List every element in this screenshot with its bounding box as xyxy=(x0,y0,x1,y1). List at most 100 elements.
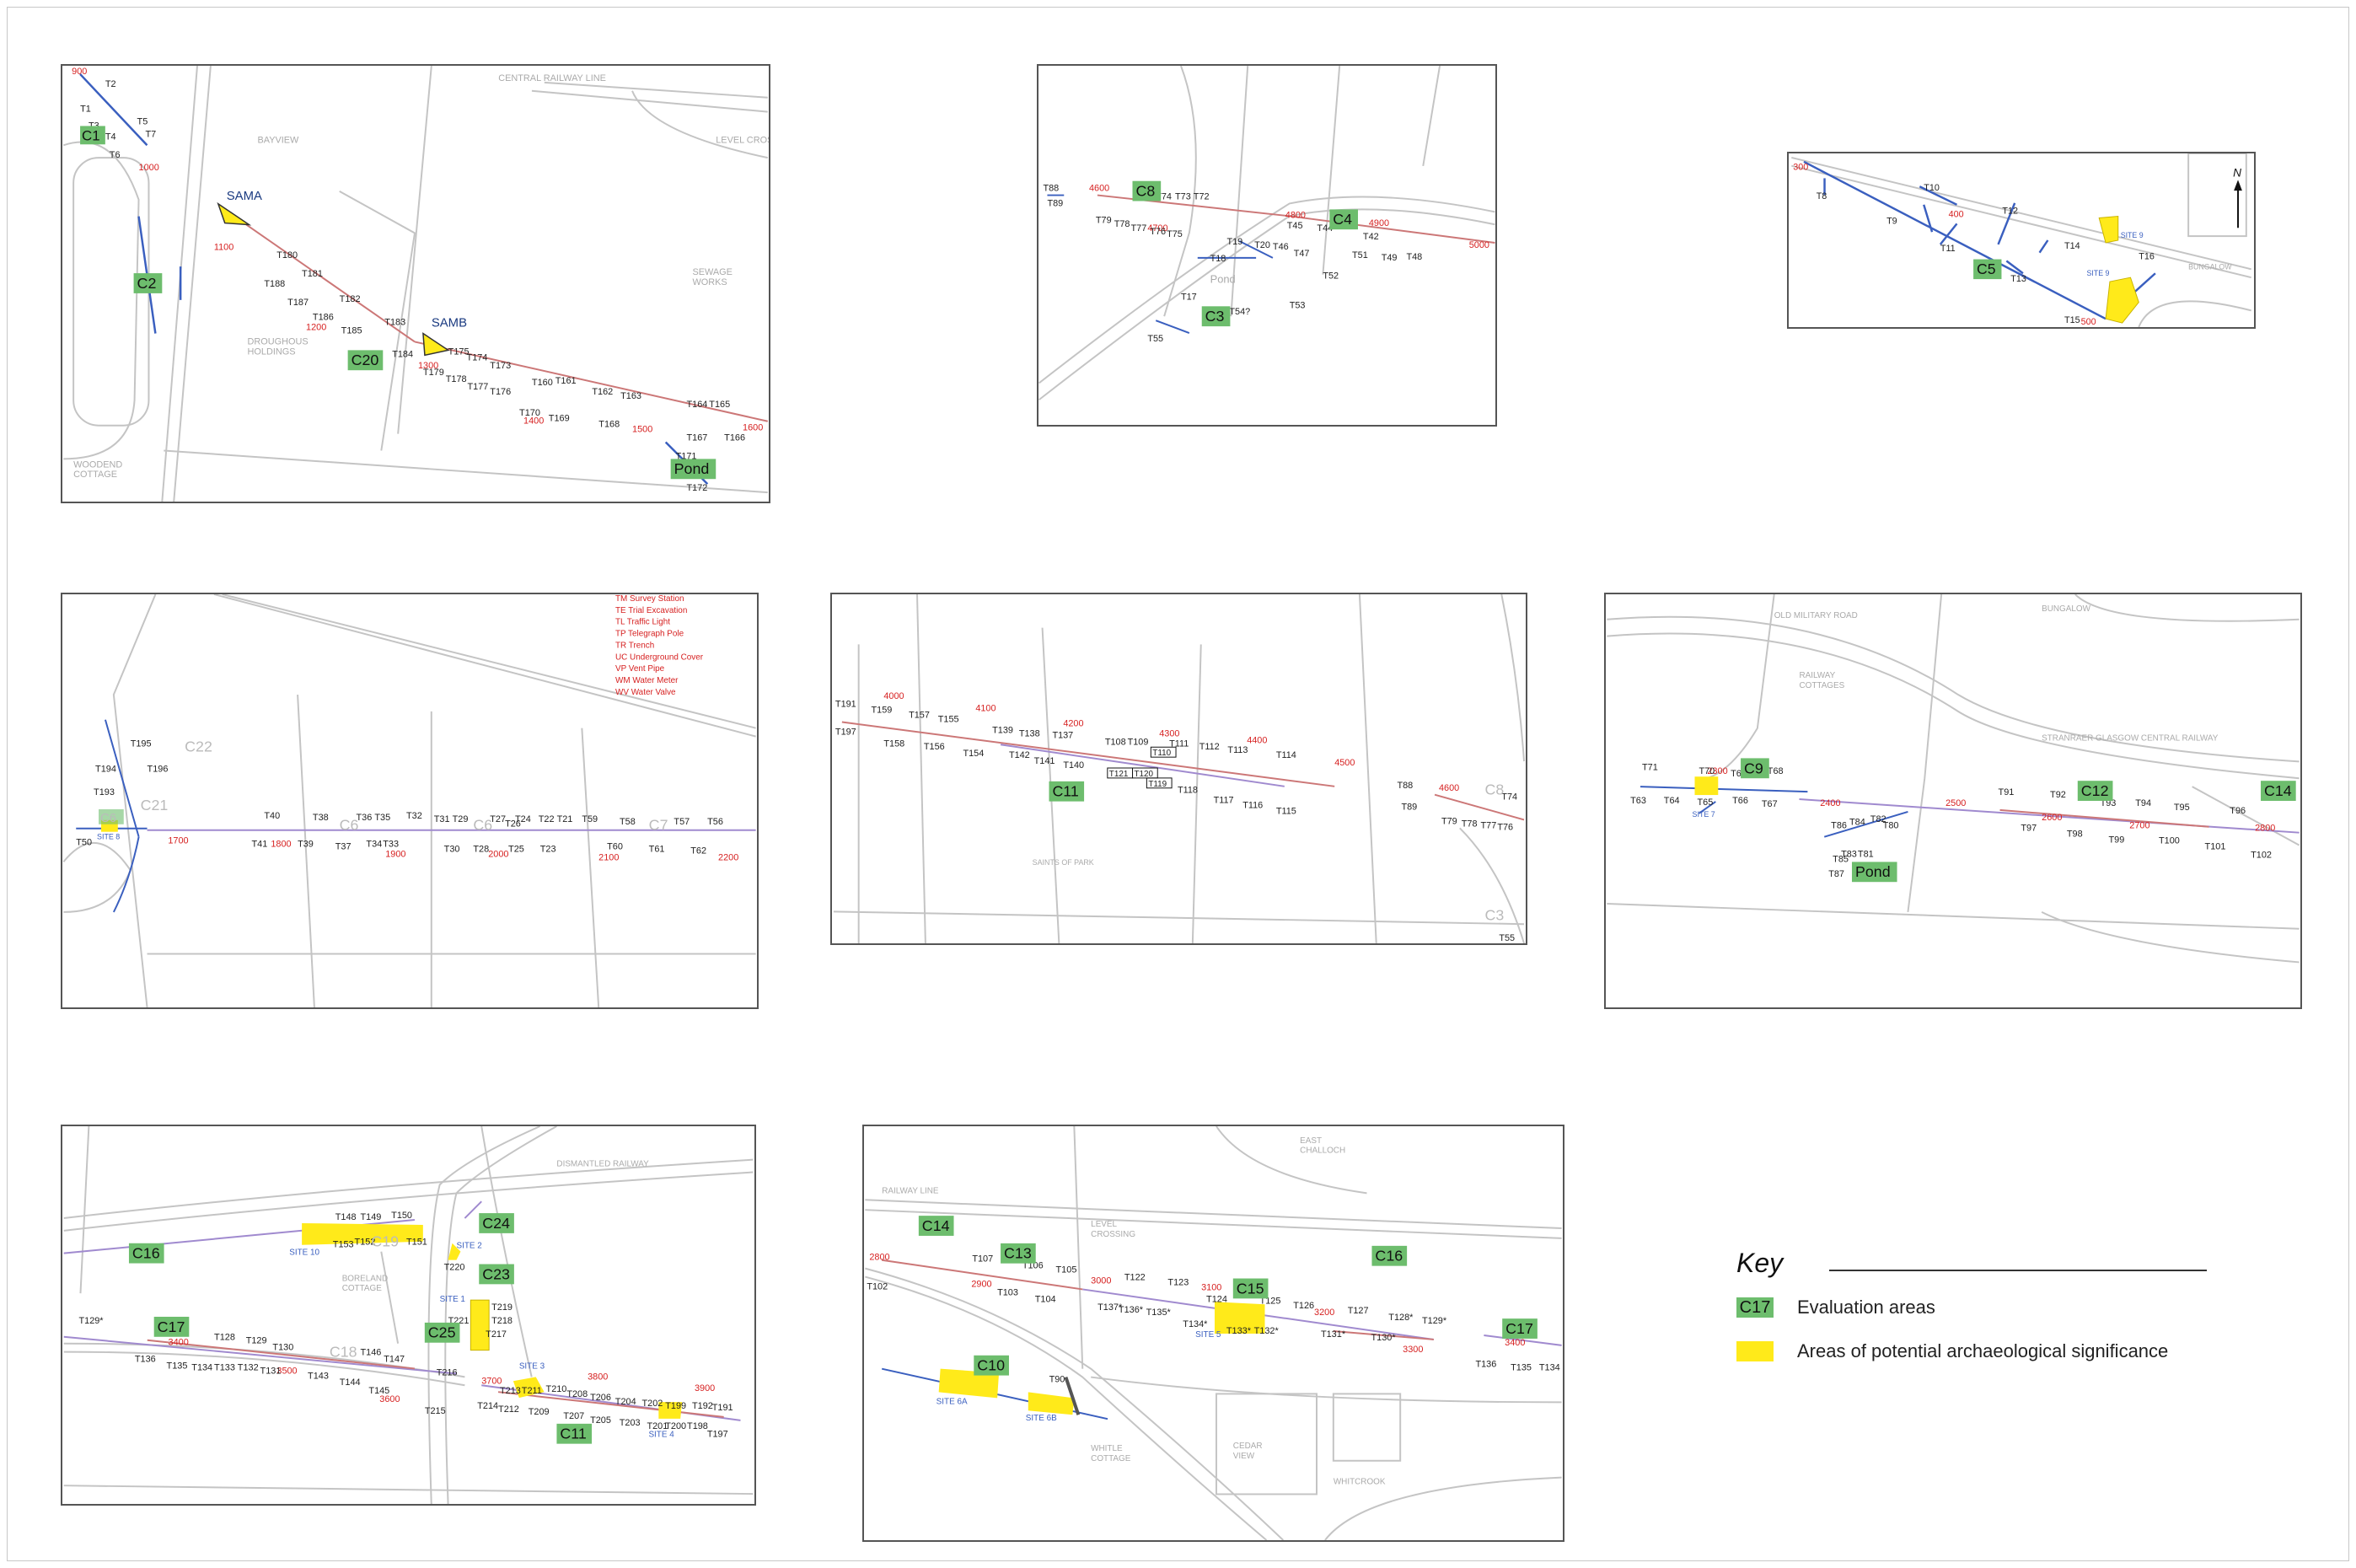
svg-text:T44: T44 xyxy=(1317,223,1333,234)
svg-text:T132*: T132* xyxy=(1254,1326,1280,1336)
svg-text:T2: T2 xyxy=(105,79,116,89)
svg-text:T217: T217 xyxy=(486,1329,507,1340)
svg-text:CHALLOCH: CHALLOCH xyxy=(1300,1146,1345,1156)
svg-text:T12: T12 xyxy=(2002,207,2018,217)
svg-text:T178: T178 xyxy=(446,374,467,384)
svg-text:T177: T177 xyxy=(468,382,489,392)
svg-text:T26: T26 xyxy=(505,819,521,830)
svg-text:T134: T134 xyxy=(1539,1363,1560,1373)
map-panel[interactable]: 4000 4100 4200 4300 4400 4500 4600 T191 T197 T15… xyxy=(830,593,1527,945)
svg-text:900: 900 xyxy=(72,67,87,77)
map-panel[interactable]: 3400 3500 3600 3700 3800 3900 T129* T136 T135 T1… xyxy=(61,1125,756,1506)
svg-text:3600: 3600 xyxy=(379,1394,400,1404)
svg-text:T220: T220 xyxy=(444,1262,465,1272)
svg-text:T184: T184 xyxy=(392,349,413,359)
evaluation-area-labels: C16 C17 C24 C23 C25 C11 xyxy=(128,1213,593,1444)
svg-text:RAILWAY LINE: RAILWAY LINE xyxy=(882,1186,939,1195)
svg-text:1700: 1700 xyxy=(168,836,188,846)
svg-text:C5: C5 xyxy=(1977,260,1996,277)
svg-text:T82: T82 xyxy=(1870,814,1886,824)
svg-text:T154: T154 xyxy=(963,749,984,759)
svg-text:T150: T150 xyxy=(391,1211,412,1221)
legend-item-archaeology: Areas of potential archaeological signif… xyxy=(1736,1339,2168,1364)
svg-text:T173: T173 xyxy=(490,361,511,371)
svg-text:T85: T85 xyxy=(1833,854,1849,864)
svg-text:T208: T208 xyxy=(566,1389,588,1399)
svg-text:T138: T138 xyxy=(1019,728,1040,738)
svg-text:T37: T37 xyxy=(335,842,352,852)
svg-text:T219: T219 xyxy=(491,1302,513,1313)
svg-text:T19: T19 xyxy=(1226,237,1242,247)
svg-text:T56: T56 xyxy=(707,817,723,827)
svg-text:5000: 5000 xyxy=(1469,240,1489,250)
north-arrow: N xyxy=(2233,166,2242,228)
map-panel[interactable]: 2800 2900 3000 3100 3200 3300 3400 T102 T107 T10… xyxy=(862,1125,1564,1542)
svg-text:2800: 2800 xyxy=(2255,824,2275,834)
svg-text:T96: T96 xyxy=(2230,806,2246,816)
sama-site[interactable] xyxy=(217,201,252,226)
svg-text:T209: T209 xyxy=(529,1407,550,1417)
svg-text:T34: T34 xyxy=(366,840,382,850)
svg-text:T142: T142 xyxy=(1009,750,1030,760)
svg-text:T30: T30 xyxy=(444,845,460,855)
svg-text:4600: 4600 xyxy=(1089,184,1109,194)
svg-text:1900: 1900 xyxy=(385,849,405,859)
svg-text:T191: T191 xyxy=(835,700,856,710)
svg-text:T185: T185 xyxy=(341,326,362,336)
svg-text:C21: C21 xyxy=(141,797,169,814)
svg-text:T20: T20 xyxy=(1254,240,1270,250)
svg-text:T114: T114 xyxy=(1276,750,1296,760)
svg-text:T55: T55 xyxy=(1499,933,1515,943)
svg-text:T27: T27 xyxy=(490,814,506,824)
svg-text:SITE 9: SITE 9 xyxy=(2086,269,2109,277)
map-svg: 2800 2900 3000 3100 3200 3300 3400 T102 T107 T10… xyxy=(865,1126,1562,1540)
svg-text:T79: T79 xyxy=(1441,816,1457,826)
svg-text:2900: 2900 xyxy=(971,1279,991,1289)
svg-text:2800: 2800 xyxy=(869,1253,889,1263)
svg-text:C4: C4 xyxy=(1333,211,1352,228)
svg-text:T32: T32 xyxy=(406,811,422,821)
svg-text:T78: T78 xyxy=(1462,819,1478,829)
svg-text:OLD MILITARY ROAD: OLD MILITARY ROAD xyxy=(1774,611,1858,620)
svg-text:C22: C22 xyxy=(185,738,212,754)
svg-text:T186: T186 xyxy=(313,313,334,323)
svg-text:T157: T157 xyxy=(909,711,930,721)
svg-text:RAILWAY: RAILWAY xyxy=(1799,671,1835,680)
svg-text:T70: T70 xyxy=(1699,766,1715,776)
svg-text:T202: T202 xyxy=(642,1399,663,1409)
svg-text:T29: T29 xyxy=(453,814,469,824)
svg-text:C12: C12 xyxy=(2081,782,2109,799)
svg-text:T139: T139 xyxy=(992,725,1013,735)
svg-text:2000: 2000 xyxy=(488,849,508,859)
svg-text:WV Water Valve: WV Water Valve xyxy=(615,688,676,697)
svg-text:T213: T213 xyxy=(500,1386,521,1396)
svg-text:T76: T76 xyxy=(1150,227,1166,237)
svg-text:T51: T51 xyxy=(1352,250,1368,260)
samb-site[interactable] xyxy=(422,332,450,357)
svg-text:T132: T132 xyxy=(238,1362,259,1372)
map-panel[interactable]: 2300 2400 2500 2600 2700 2800 T71 T70 T69 T68 T63… xyxy=(1604,593,2302,1009)
svg-text:T66: T66 xyxy=(1732,796,1748,806)
svg-text:T16: T16 xyxy=(2139,252,2155,262)
svg-text:T204: T204 xyxy=(615,1397,636,1407)
svg-text:WOODEND: WOODEND xyxy=(73,459,122,470)
svg-text:T62: T62 xyxy=(690,846,706,856)
svg-text:T131: T131 xyxy=(260,1366,282,1376)
svg-text:T128: T128 xyxy=(214,1333,235,1343)
map-panel[interactable]: N BUNGALOW 300 400 500 T8 T9 T10 T11 T12 T13 T1… xyxy=(1787,152,2256,329)
map-panel[interactable]: TM Survey Station TE Trial Excavation TL T… xyxy=(61,593,759,1009)
map-panel[interactable]: 4600 4700 4800 4900 5000 T88 T89 T79 T78 T77 T76… xyxy=(1037,64,1497,427)
svg-text:T146: T146 xyxy=(361,1348,382,1358)
svg-text:T10: T10 xyxy=(1924,183,1940,193)
svg-text:SAMB: SAMB xyxy=(432,317,467,330)
legend-rule xyxy=(1829,1270,2207,1271)
svg-text:T8: T8 xyxy=(1817,191,1827,201)
svg-text:T151: T151 xyxy=(406,1238,427,1248)
svg-text:T160: T160 xyxy=(532,378,553,388)
map-panel[interactable]: BAYVIEW SEWAGE WORKS DROUGHOUS HOLDINGS WOO… xyxy=(61,64,770,503)
svg-text:T172: T172 xyxy=(687,483,708,493)
svg-text:Pond: Pond xyxy=(1855,863,1891,880)
svg-text:C15: C15 xyxy=(1237,1280,1264,1297)
svg-text:T84: T84 xyxy=(1849,818,1865,828)
